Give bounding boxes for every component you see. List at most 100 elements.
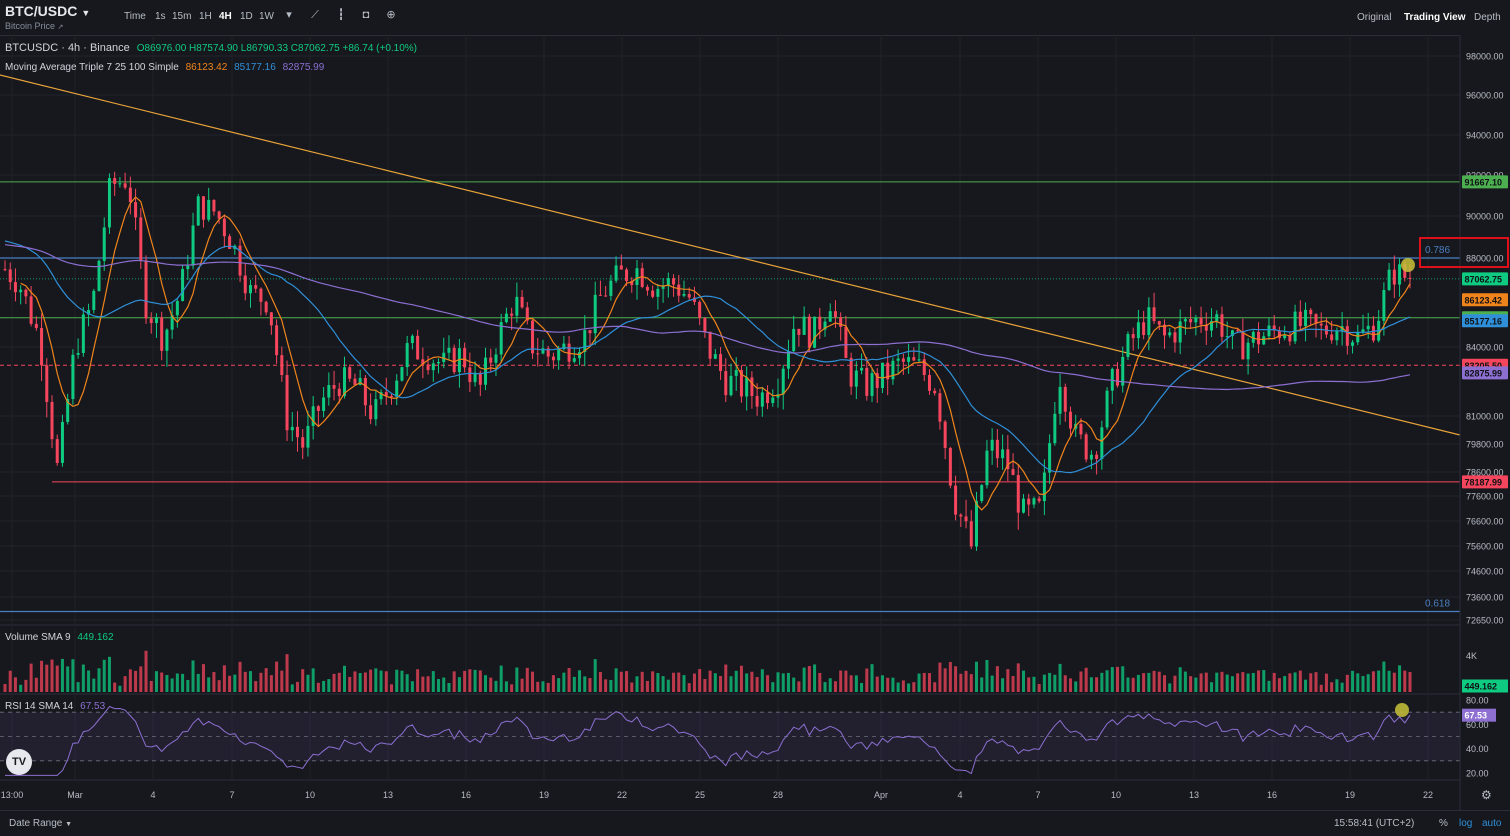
volume-bar (473, 669, 477, 692)
rsi-tick-label: 20.00 (1466, 769, 1489, 779)
volume-bar (1021, 670, 1025, 692)
percent-toggle[interactable]: % (1439, 818, 1448, 829)
candle-body (87, 310, 91, 315)
volume-bar (233, 674, 237, 692)
volume-bar (964, 670, 968, 692)
candle-body (1095, 454, 1099, 459)
volume-bar (734, 670, 738, 692)
volume-bar (954, 666, 958, 692)
timeframe-time[interactable]: Time (124, 11, 146, 22)
volume-bar (1016, 663, 1020, 692)
candle-body (891, 360, 895, 380)
candle-body (374, 399, 378, 420)
volume-bar (348, 676, 352, 692)
descending-trendline[interactable] (0, 74, 1461, 436)
volume-bar (969, 674, 973, 692)
candle-body (682, 294, 686, 296)
view-depth[interactable]: Depth (1474, 12, 1501, 23)
candle-body (933, 390, 937, 394)
candle-body (238, 245, 242, 276)
view-original[interactable]: Original (1357, 12, 1392, 23)
volume-bar (525, 667, 529, 692)
volume-bar (1163, 675, 1167, 692)
volume-bar (34, 677, 38, 692)
candle-body (531, 320, 535, 354)
timeframe-1w[interactable]: 1W (259, 11, 274, 22)
time-tick-label: 13 (1189, 790, 1199, 800)
volume-bar (1074, 681, 1078, 692)
volume-bar (1304, 679, 1308, 692)
volume-label: Volume SMA 9 (5, 632, 71, 643)
volume-bar (1116, 666, 1120, 692)
rsi-tick-label: 80.00 (1466, 696, 1489, 706)
volume-bar (672, 672, 676, 692)
timeframe-1s[interactable]: 1s (155, 11, 166, 22)
indicators-icon[interactable]: ⟋ (311, 9, 319, 21)
date-range-button[interactable]: Date Range ▼ (9, 818, 73, 829)
candle-body (1293, 311, 1297, 342)
volume-bar (40, 660, 44, 692)
candle-body (431, 363, 435, 371)
candle-body (1257, 331, 1261, 345)
horizontal-levels (0, 181, 1460, 613)
candle-body (713, 354, 717, 359)
fib-label: 0.618 (1425, 599, 1450, 610)
timeframe-1d[interactable]: 1D (240, 11, 253, 22)
volume-bar (316, 682, 320, 692)
candle-body (290, 426, 294, 431)
candle-body (60, 421, 64, 463)
screenshot-icon[interactable]: ◘ (362, 9, 370, 21)
view-trading-view[interactable]: Trading View (1404, 12, 1466, 23)
svg-text:82875.99: 82875.99 (1465, 368, 1503, 378)
candle-body (567, 343, 571, 362)
candle-body (81, 314, 85, 354)
volume-bar (1152, 670, 1156, 692)
candle-body (698, 301, 702, 319)
add-icon[interactable]: ⊕ (386, 9, 396, 21)
candle-body (1309, 309, 1313, 315)
candle-body (828, 311, 832, 322)
volume-bar (886, 677, 890, 692)
candle-body (797, 328, 801, 335)
candle-body (536, 353, 540, 355)
auto-toggle[interactable]: auto (1482, 818, 1502, 829)
timeframe-15m[interactable]: 15m (172, 11, 192, 22)
volume-bar (8, 670, 12, 692)
candle-body (337, 388, 341, 397)
volume-bar (384, 671, 388, 692)
candle-body (734, 370, 738, 376)
candle-body (259, 288, 263, 302)
volume-bar (19, 684, 23, 692)
rsi-value: 67.53 (80, 701, 106, 712)
chart-type-icon[interactable]: ┇ (337, 9, 345, 21)
candle-body (165, 329, 169, 351)
symbol-selector[interactable]: BTC/USDC ▼ (5, 3, 90, 19)
candle-body (1016, 475, 1020, 513)
time-tick-label: 22 (1423, 790, 1433, 800)
timeframe-1h[interactable]: 1H (199, 11, 212, 22)
candle-body (948, 447, 952, 486)
volume-bar (1288, 673, 1292, 692)
candle-body (40, 328, 44, 366)
log-toggle[interactable]: log (1459, 818, 1473, 829)
gear-icon[interactable]: ⚙ (1481, 788, 1492, 802)
volume-bar (1398, 665, 1402, 692)
candle-body (525, 307, 529, 321)
timeframe-4h[interactable]: 4H (219, 11, 232, 22)
price-chart[interactable]: 98000.0096000.0094000.0092000.0090000.00… (0, 35, 1510, 810)
candle-body (447, 347, 451, 353)
timeframe-more-icon[interactable]: ▾ (286, 9, 292, 21)
candle-body (1136, 322, 1140, 339)
time-tick-label: 7 (229, 790, 234, 800)
candle-body (186, 265, 190, 270)
candle-body (1398, 264, 1402, 285)
volume-bar (713, 673, 717, 692)
volume-bar (1283, 676, 1287, 692)
candle-body (1063, 386, 1067, 412)
volume-bar (1356, 673, 1360, 692)
volume-bar (880, 675, 884, 692)
volume-bar (1408, 671, 1412, 692)
candle-body (964, 516, 968, 522)
time-tick-label: 19 (1345, 790, 1355, 800)
volume-bar (301, 669, 305, 692)
